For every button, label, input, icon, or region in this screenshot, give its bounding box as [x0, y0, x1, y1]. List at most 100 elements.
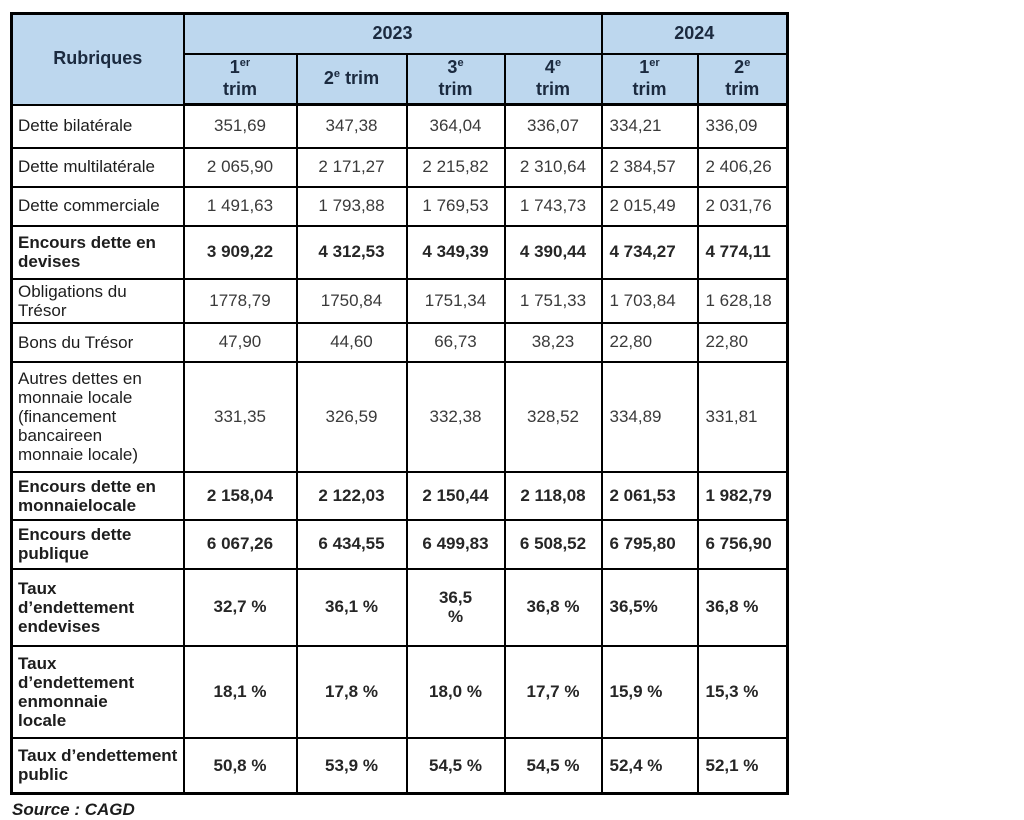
- quarter-superscript: e: [457, 57, 464, 70]
- value-cell: 17,8 %: [295, 644, 408, 739]
- value-cell: 36,5 %: [405, 567, 506, 647]
- value-cell: 6 067,26: [182, 518, 298, 570]
- value-cell: 38,23: [503, 321, 603, 363]
- value-cell: 15,9 %: [600, 644, 699, 739]
- table-row: Obligations du Trésor 1778,79 1750,84 1751,…: [10, 277, 789, 324]
- value-cell: 36,8 %: [503, 567, 603, 647]
- quarter-header-cell: 2e trim: [295, 52, 408, 106]
- value-cell: 1778,79: [182, 277, 298, 324]
- value-cell: 1 628,18: [696, 277, 789, 324]
- value-cell: 2 122,03: [295, 470, 408, 521]
- value-cell: 1 743,73: [503, 185, 603, 227]
- value-cell: 2 031,76: [696, 185, 789, 227]
- value-cell: 22,80: [696, 321, 789, 363]
- row-label: Obligations du Trésor: [10, 277, 185, 324]
- value-cell: 334,89: [600, 360, 699, 473]
- quarter-header-cell: 1er trim: [182, 52, 298, 106]
- table-row: Autres dettes en monnaie locale (finance…: [10, 360, 789, 473]
- value-cell: 4 774,11: [696, 224, 789, 280]
- quarter-superscript: er: [239, 57, 251, 70]
- value-cell: 336,07: [503, 103, 603, 149]
- value-cell: 1 491,63: [182, 185, 298, 227]
- value-cell: 1 703,84: [600, 277, 699, 324]
- value-cell: 50,8 %: [182, 736, 298, 795]
- value-cell: 1751,34: [405, 277, 506, 324]
- value-cell: 6 756,90: [696, 518, 789, 570]
- value-cell: 2 118,08: [503, 470, 603, 521]
- value-cell: 347,38: [295, 103, 408, 149]
- row-label: Dette bilatérale: [10, 103, 185, 149]
- quarter-superscript: e: [333, 67, 341, 80]
- value-cell: 6 508,52: [503, 518, 603, 570]
- value-cell: 328,52: [503, 360, 603, 473]
- row-label: Encours dette publique: [10, 518, 185, 570]
- value-cell: 2 171,27: [295, 146, 408, 188]
- value-cell: 22,80: [600, 321, 699, 363]
- value-cell: 6 434,55: [295, 518, 408, 570]
- value-cell: 54,5 %: [503, 736, 603, 795]
- quarter-header-cell: 4e trim: [503, 52, 603, 106]
- debt-table-container: Rubriques 2023 2024 1er trim 2e trim 3e trim…: [10, 12, 789, 820]
- year-2024-header-cell: 2024: [600, 12, 789, 55]
- value-cell: 3 909,22: [182, 224, 298, 280]
- year-2023-header-cell: 2023: [182, 12, 603, 55]
- value-cell: 334,21: [600, 103, 699, 149]
- value-cell: 2 158,04: [182, 470, 298, 521]
- value-cell: 54,5 %: [405, 736, 506, 795]
- value-cell: 32,7 %: [182, 567, 298, 647]
- table-row: Encours dette publique 6 067,26 6 434,55 6 …: [10, 518, 789, 570]
- value-cell: 18,1 %: [182, 644, 298, 739]
- value-cell: 331,35: [182, 360, 298, 473]
- row-label: Encours dette en devises: [10, 224, 185, 280]
- year-header-row: Rubriques 2023 2024: [10, 12, 789, 106]
- value-cell: 47,90: [182, 321, 298, 363]
- table-row: Dette commerciale 1 491,63 1 793,88 1 769,5…: [10, 185, 789, 227]
- table-row: Dette multilatérale 2 065,90 2 171,27 2 215…: [10, 146, 789, 188]
- quarter-superscript: e: [554, 57, 562, 70]
- value-cell: 4 390,44: [503, 224, 603, 280]
- table-row: Bons du Trésor 47,90 44,60 66,73 38,23 22,80 2…: [10, 321, 789, 363]
- value-cell: 1 793,88: [295, 185, 408, 227]
- value-cell: 326,59: [295, 360, 408, 473]
- value-cell: 2 015,49: [600, 185, 699, 227]
- source-caption: Source : CAGD: [12, 800, 135, 820]
- table-row: Taux d’endettement enmonnaie locale 18,1 …: [10, 644, 789, 739]
- row-label: Encours dette en monnaielocale: [10, 470, 185, 521]
- value-cell: 4 349,39: [405, 224, 506, 280]
- value-cell: 66,73: [405, 321, 506, 363]
- row-label: Dette commerciale: [10, 185, 185, 227]
- value-cell: 1 751,33: [503, 277, 603, 324]
- table-body: Dette bilatérale 351,69 347,38 364,04 336,07…: [10, 103, 789, 795]
- table-row: Taux d’endettement endevises 32,7 % 36,1 %…: [10, 567, 789, 647]
- value-cell: 364,04: [405, 103, 506, 149]
- value-cell: 2 065,90: [182, 146, 298, 188]
- table-row: Encours dette en devises 3 909,22 4 312,53…: [10, 224, 789, 280]
- value-cell: 18,0 %: [405, 644, 506, 739]
- row-label: Taux d’endettement public: [10, 736, 185, 795]
- value-cell: 36,1 %: [295, 567, 408, 647]
- value-cell: 2 310,64: [503, 146, 603, 188]
- row-label: Taux d’endettement enmonnaie locale: [10, 644, 185, 739]
- value-cell: 6 499,83: [405, 518, 506, 570]
- value-cell: 4 734,27: [600, 224, 699, 280]
- table-row: Dette bilatérale 351,69 347,38 364,04 336,07…: [10, 103, 789, 149]
- table-row: Taux d’endettement public 50,8 % 53,9 % 54,…: [10, 736, 789, 795]
- value-cell: 36,8 %: [696, 567, 789, 647]
- value-cell: 4 312,53: [295, 224, 408, 280]
- quarter-superscript: e: [744, 57, 751, 70]
- value-cell: 2 384,57: [600, 146, 699, 188]
- value-cell: 1 769,53: [405, 185, 506, 227]
- value-cell: 1 982,79: [696, 470, 789, 521]
- table-row: Encours dette en monnaielocale 2 158,04 2 …: [10, 470, 789, 521]
- value-cell: 331,81: [696, 360, 789, 473]
- debt-table: Rubriques 2023 2024 1er trim 2e trim 3e trim…: [10, 12, 789, 796]
- quarter-header-row: 1er trim 2e trim 3e trim 4e trim 1er trim 2e trim: [12, 52, 789, 106]
- rubriques-header-cell: Rubriques: [10, 12, 185, 106]
- value-cell: 52,1 %: [696, 736, 789, 795]
- value-cell: 332,38: [405, 360, 506, 473]
- value-cell: 2 406,26: [696, 146, 789, 188]
- value-cell: 2 150,44: [405, 470, 506, 521]
- value-cell: 2 061,53: [600, 470, 699, 521]
- value-cell: 53,9 %: [295, 736, 408, 795]
- value-cell: 1750,84: [295, 277, 408, 324]
